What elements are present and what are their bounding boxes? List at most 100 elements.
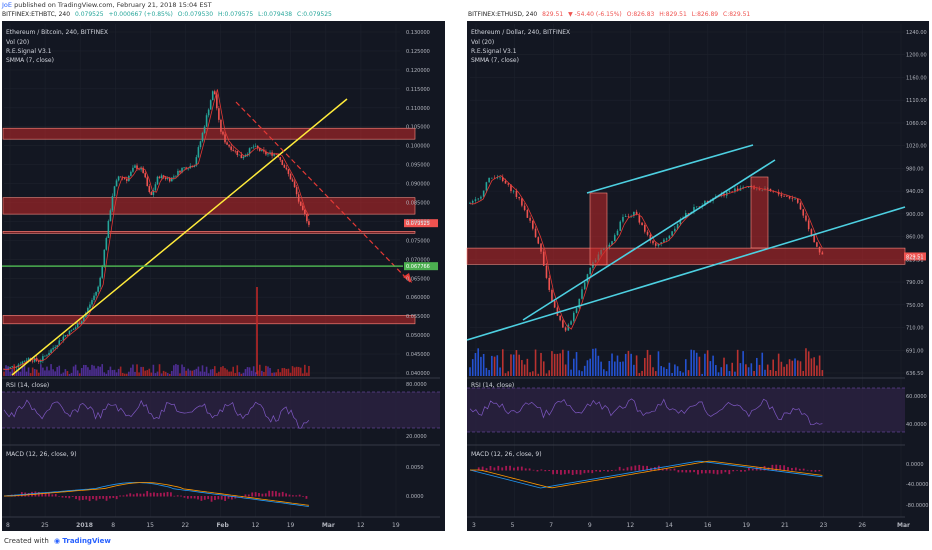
macd-histogram-bar <box>673 468 676 471</box>
macd-histogram-bar <box>563 470 566 475</box>
candle-body <box>518 196 520 199</box>
candle-body <box>173 176 175 178</box>
candle-body <box>562 320 564 328</box>
x-tick-label: 23 <box>820 522 828 529</box>
candle-body <box>734 188 736 192</box>
candle-body <box>491 177 493 179</box>
y-tick-label: 860.00 <box>906 235 924 241</box>
resistance-zone <box>2 315 416 325</box>
macd-histogram-bar <box>85 496 88 500</box>
candle-body <box>101 265 104 278</box>
candle-body <box>786 196 788 197</box>
volume-bar <box>213 366 216 376</box>
volume-bar <box>109 366 112 376</box>
red-projection-line <box>235 101 411 283</box>
volume-bar <box>76 370 79 376</box>
volume-bar <box>230 371 232 376</box>
candle-body <box>665 238 668 240</box>
macd-histogram-bar <box>642 465 645 471</box>
y-tick-label: 0.040000 <box>406 371 430 377</box>
volume-bar <box>745 364 747 376</box>
volume-bar <box>665 368 668 376</box>
y-tick-label: 0.080000 <box>406 219 430 225</box>
volume-bar <box>608 361 611 376</box>
publish-info: published on TradingView.com, February 2… <box>14 1 212 9</box>
macd-histogram-bar <box>81 496 84 500</box>
candle-body <box>31 360 34 362</box>
volume-bar <box>570 369 572 376</box>
current-price-tag <box>404 219 438 228</box>
right-chart-panel: 829.51 Ethereum / Dollar, 240, BITFINEX … <box>466 21 929 531</box>
volume-bar <box>775 370 777 376</box>
macd-tick-label: 0.0000 <box>406 494 424 500</box>
tradingview-link[interactable]: TradingView <box>62 537 111 545</box>
volume-bar <box>540 352 542 376</box>
candle-body <box>195 157 198 166</box>
volume-bar <box>611 353 613 376</box>
candle-body <box>605 247 608 249</box>
candle-body <box>162 175 165 178</box>
candle-body <box>807 220 810 230</box>
macd-line <box>3 482 309 507</box>
macd-histogram-bar <box>747 468 750 471</box>
volume-bar <box>537 373 540 376</box>
candle-body <box>630 215 632 217</box>
macd-histogram-bar <box>571 470 574 475</box>
macd-histogram-bar <box>291 495 294 497</box>
volume-bar <box>277 369 280 376</box>
volume-bar <box>267 366 269 376</box>
macd-histogram-bar <box>180 495 182 497</box>
candle-body <box>148 186 151 193</box>
candle-body <box>166 178 169 180</box>
x-tick-label: Feb <box>217 522 230 529</box>
macd-histogram-bar <box>798 468 801 471</box>
rsi-tick-label: 20.0000 <box>406 434 427 440</box>
current-price-tag <box>904 252 926 261</box>
volume-bar <box>29 373 32 376</box>
author-name[interactable]: JoE <box>2 1 13 9</box>
candle-body <box>308 221 310 225</box>
candle-body <box>99 277 101 287</box>
x-tick-label: 5 <box>511 522 515 529</box>
candle-body <box>74 327 77 329</box>
macd-histogram-bar <box>105 496 108 501</box>
macd-histogram-bar <box>159 492 162 497</box>
candle-body <box>279 157 282 161</box>
candle-body <box>136 165 138 170</box>
volume-bar <box>27 367 30 376</box>
macd-signal-line <box>4 482 309 506</box>
x-tick-label: 22 <box>181 522 189 529</box>
volume-bar <box>687 370 690 376</box>
volume-bar <box>805 348 807 376</box>
macd-histogram-bar <box>31 491 33 497</box>
x-tick-label: 2018 <box>76 522 93 529</box>
volume-bar <box>44 370 46 376</box>
candle-body <box>160 175 163 178</box>
volume-bar <box>698 356 701 376</box>
volume-bar <box>263 371 265 376</box>
right-high: H:829.51 <box>659 11 687 18</box>
macd-histogram-bar <box>497 465 500 471</box>
left-symbol[interactable]: BITFINEX:ETHBTC, 240 <box>2 11 71 18</box>
right-symbol[interactable]: BITFINEX:ETHUSD, 240 <box>468 11 538 18</box>
volume-bar <box>526 358 529 376</box>
volume-bar <box>630 353 632 376</box>
candle-body <box>213 91 216 95</box>
y-tick-label: 0.105000 <box>406 125 430 131</box>
candle-body <box>766 188 769 189</box>
volume-bar <box>78 373 81 376</box>
candle-body <box>652 240 654 244</box>
volume-bar <box>523 364 526 376</box>
volume-bar <box>542 361 545 376</box>
volume-bar <box>548 370 551 376</box>
macd-histogram-bar <box>681 470 684 473</box>
volume-bar <box>583 365 586 376</box>
volume-bar <box>152 364 155 376</box>
macd-histogram-bar <box>4 495 6 497</box>
candle-body <box>105 237 108 250</box>
candle-body <box>35 358 38 361</box>
candle-body <box>736 188 739 191</box>
volume-bar <box>725 364 728 376</box>
volume-bar <box>187 368 189 376</box>
volume-bar <box>572 358 575 376</box>
